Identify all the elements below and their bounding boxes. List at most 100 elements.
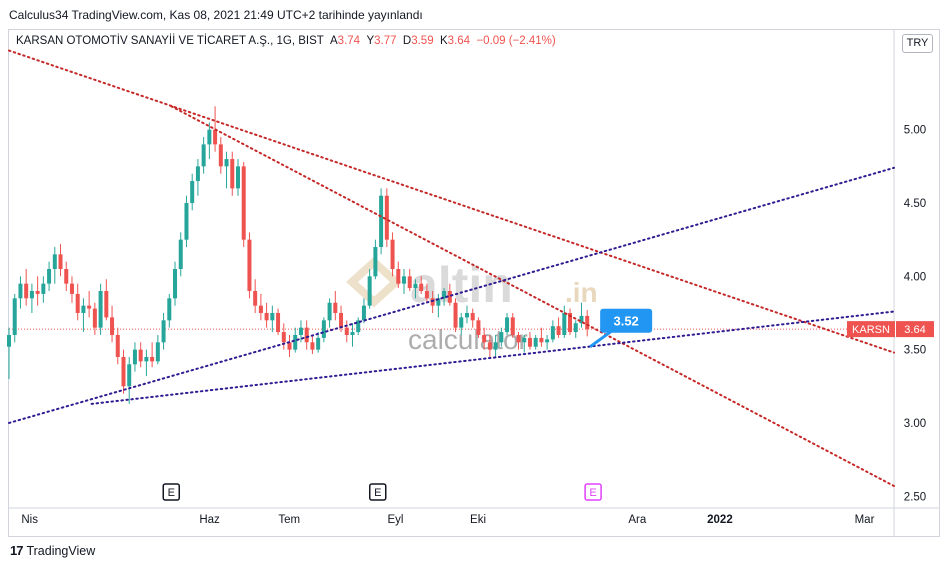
candle[interactable] bbox=[207, 122, 212, 160]
candle[interactable] bbox=[413, 279, 418, 299]
candle[interactable] bbox=[6, 327, 12, 379]
candle[interactable] bbox=[41, 276, 46, 303]
candle[interactable] bbox=[18, 276, 23, 309]
candle[interactable] bbox=[247, 232, 252, 299]
candle[interactable] bbox=[476, 317, 481, 338]
candle[interactable] bbox=[178, 232, 183, 277]
candle[interactable] bbox=[510, 312, 515, 338]
candle[interactable] bbox=[424, 283, 429, 303]
candle[interactable] bbox=[493, 334, 498, 357]
chart-frame[interactable] bbox=[8, 29, 940, 537]
candle[interactable] bbox=[264, 302, 269, 328]
candle[interactable] bbox=[98, 283, 103, 335]
candle[interactable] bbox=[87, 290, 92, 318]
candle[interactable] bbox=[230, 151, 235, 196]
candle[interactable] bbox=[127, 356, 132, 404]
candle[interactable] bbox=[527, 332, 532, 350]
candle[interactable] bbox=[276, 308, 281, 335]
candle[interactable] bbox=[568, 308, 573, 335]
candle[interactable] bbox=[75, 283, 80, 321]
candle[interactable] bbox=[333, 290, 338, 321]
candlestick-series[interactable] bbox=[6, 106, 590, 404]
candle[interactable] bbox=[184, 195, 189, 248]
candle[interactable] bbox=[270, 305, 275, 333]
candle[interactable] bbox=[287, 334, 292, 357]
candle[interactable] bbox=[327, 298, 332, 328]
candle[interactable] bbox=[482, 327, 487, 350]
candle[interactable] bbox=[453, 298, 458, 333]
candle[interactable] bbox=[390, 232, 395, 277]
candle[interactable] bbox=[539, 327, 544, 347]
symbol-legend[interactable]: KARSAN OTOMOTİV SANAYİİ VE TİCARET A.Ş.,… bbox=[16, 35, 556, 47]
candle[interactable] bbox=[487, 334, 492, 357]
price-axis[interactable]: 5.00 4.50 4.00 3.50 3.00 2.50 bbox=[904, 125, 926, 504]
candle[interactable] bbox=[373, 239, 378, 280]
candle[interactable] bbox=[407, 269, 412, 291]
candle[interactable] bbox=[396, 261, 401, 289]
candle[interactable] bbox=[430, 290, 435, 313]
candle[interactable] bbox=[58, 244, 63, 277]
candle[interactable] bbox=[304, 320, 309, 350]
candle[interactable] bbox=[533, 334, 538, 350]
candle[interactable] bbox=[464, 305, 469, 324]
trendline[interactable] bbox=[8, 166, 895, 424]
candle[interactable] bbox=[69, 276, 74, 303]
candle[interactable] bbox=[516, 332, 521, 350]
candle[interactable] bbox=[442, 288, 447, 306]
candle[interactable] bbox=[281, 323, 286, 350]
earnings-marker[interactable]: E bbox=[584, 483, 602, 501]
candle[interactable] bbox=[459, 312, 464, 335]
candle[interactable] bbox=[499, 327, 504, 347]
candle[interactable] bbox=[24, 269, 29, 306]
candle[interactable] bbox=[310, 334, 315, 355]
candle[interactable] bbox=[121, 349, 126, 394]
candle[interactable] bbox=[419, 276, 424, 294]
candle[interactable] bbox=[556, 317, 561, 338]
candle[interactable] bbox=[550, 320, 555, 343]
candle[interactable] bbox=[356, 317, 361, 335]
candle[interactable] bbox=[190, 173, 195, 211]
candle[interactable] bbox=[573, 320, 578, 338]
trendline[interactable] bbox=[90, 310, 895, 405]
candle[interactable] bbox=[161, 312, 166, 350]
candle[interactable] bbox=[235, 159, 240, 196]
candle[interactable] bbox=[150, 342, 155, 368]
candle[interactable] bbox=[545, 334, 550, 350]
candle[interactable] bbox=[224, 151, 229, 189]
candle[interactable] bbox=[293, 327, 298, 353]
candle[interactable] bbox=[505, 312, 510, 335]
candle[interactable] bbox=[470, 308, 475, 328]
candle[interactable] bbox=[110, 305, 115, 343]
candle[interactable] bbox=[35, 276, 40, 306]
candle[interactable] bbox=[104, 279, 109, 321]
candle[interactable] bbox=[316, 332, 321, 353]
candle[interactable] bbox=[12, 293, 17, 343]
candle[interactable] bbox=[436, 293, 441, 318]
candle[interactable] bbox=[115, 327, 120, 365]
candle[interactable] bbox=[258, 293, 263, 321]
candle[interactable] bbox=[379, 188, 384, 255]
trendlines[interactable] bbox=[8, 49, 895, 488]
candle[interactable] bbox=[173, 261, 178, 306]
candle[interactable] bbox=[144, 349, 149, 377]
candle[interactable] bbox=[132, 342, 137, 372]
candle[interactable] bbox=[361, 298, 366, 324]
earnings-marker[interactable]: E bbox=[162, 483, 180, 501]
candle[interactable] bbox=[201, 137, 206, 174]
candle[interactable] bbox=[64, 261, 69, 291]
candle[interactable] bbox=[92, 302, 97, 335]
candle[interactable] bbox=[321, 317, 326, 343]
earnings-marker[interactable]: E bbox=[369, 483, 387, 501]
candle[interactable] bbox=[402, 269, 407, 294]
candle[interactable] bbox=[81, 298, 86, 333]
candle[interactable] bbox=[52, 247, 57, 284]
trendline[interactable] bbox=[8, 49, 895, 354]
candle[interactable] bbox=[384, 188, 389, 248]
candle[interactable] bbox=[562, 305, 567, 338]
candle[interactable] bbox=[47, 261, 52, 291]
candle[interactable] bbox=[167, 293, 172, 328]
candle[interactable] bbox=[29, 283, 34, 313]
candle[interactable] bbox=[253, 279, 258, 313]
